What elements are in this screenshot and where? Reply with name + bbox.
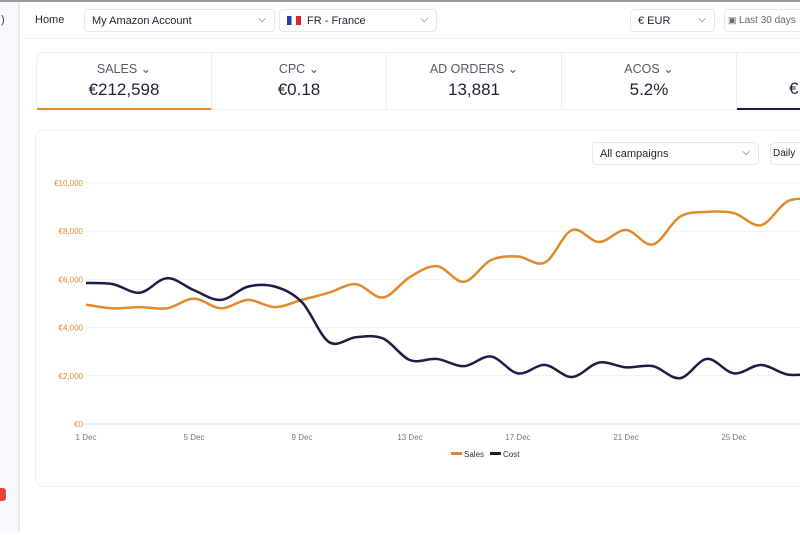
chart-card: All campaigns ⌵ Daily	[35, 130, 800, 487]
kpi-label: CPC	[278, 62, 306, 76]
legend-label: Cost	[503, 450, 520, 459]
kpi-value: €	[789, 79, 799, 98]
kpi-label: AD ORDERS	[429, 62, 505, 76]
kpi-label: ACOS	[624, 62, 660, 76]
kpi-value: 5.2%	[629, 80, 669, 99]
campaign-select-value: All campaigns	[600, 148, 669, 160]
chevron-down-icon: ⌵	[698, 14, 706, 25]
legend-swatch	[451, 452, 462, 455]
legend-swatch	[490, 452, 501, 455]
x-tick-label: 5 Dec	[184, 433, 205, 442]
chevron-down-icon: ⌄	[663, 62, 674, 76]
kpi-value: €0.18	[277, 80, 321, 99]
x-tick-label: 25 Dec	[721, 433, 746, 442]
date-range-value: Last 30 days	[739, 15, 796, 26]
kpi-label: SALES	[96, 62, 138, 76]
kpi-value: 13,881	[448, 80, 500, 99]
series-line-cost	[85, 276, 800, 380]
chevron-down-icon: ⌄	[140, 62, 152, 76]
chevron-down-icon: ⌵	[258, 14, 266, 25]
x-tick-label: 13 Dec	[397, 433, 422, 442]
y-tick-label: €0	[74, 420, 83, 429]
campaign-select[interactable]: All campaigns ⌵	[592, 142, 759, 165]
marketplace-select-value: FR - France	[307, 15, 366, 27]
chevron-down-icon: ⌵	[420, 14, 428, 25]
top-bar: Home My Amazon Account ⌵ FR - France ⌵ €…	[22, 2, 800, 39]
account-select[interactable]: My Amazon Account ⌵	[84, 9, 275, 32]
sidebar-glyph: )	[1, 14, 5, 26]
interval-select[interactable]: Daily	[770, 142, 800, 165]
x-tick-label: 21 Dec	[613, 433, 638, 442]
account-select-value: My Amazon Account	[92, 15, 192, 27]
kpi-acos[interactable]: ACOS ⌄ 5.2%	[562, 53, 737, 109]
chevron-down-icon: ⌄	[507, 62, 519, 76]
chevron-down-icon: ⌵	[742, 147, 750, 158]
y-tick-label: €2,000	[59, 372, 84, 381]
marketplace-select[interactable]: FR - France ⌵	[279, 9, 437, 32]
date-range-select[interactable]: ▣ Last 30 days	[724, 9, 800, 32]
y-tick-label: €8,000	[59, 227, 84, 236]
kpi-cpc[interactable]: CPC ⌄ €0.18	[212, 53, 387, 109]
y-tick-label: €10,000	[54, 179, 83, 188]
currency-select[interactable]: € EUR ⌵	[630, 9, 715, 32]
kpi-row: SALES ⌄ €212,598 CPC ⌄ €0.18 AD ORDERS ⌄ 13…	[36, 52, 800, 110]
notification-badge[interactable]	[0, 488, 6, 501]
sidebar: )	[0, 2, 20, 533]
interval-select-value: Daily	[773, 148, 796, 159]
kpi-sales[interactable]: SALES ⌄ €212,598	[37, 53, 212, 110]
calendar-icon: ▣	[728, 15, 740, 25]
x-tick-label: 1 Dec	[76, 433, 97, 442]
legend-label: Sales	[464, 450, 484, 459]
kpi-value: €212,598	[88, 80, 160, 99]
series-line-sales	[85, 197, 800, 310]
kpi-ad-orders[interactable]: AD ORDERS ⌄ 13,881	[387, 53, 562, 109]
x-tick-label: 17 Dec	[505, 433, 530, 442]
kpi-cost[interactable]: €	[737, 53, 800, 110]
x-tick-label: 9 Dec	[292, 433, 313, 442]
breadcrumb-home[interactable]: Home	[35, 14, 65, 26]
currency-select-value: € EUR	[638, 15, 671, 27]
chevron-down-icon: ⌄	[308, 62, 320, 76]
france-flag-icon	[287, 16, 301, 25]
y-tick-label: €4,000	[59, 324, 84, 333]
y-tick-label: €6,000	[59, 275, 84, 284]
